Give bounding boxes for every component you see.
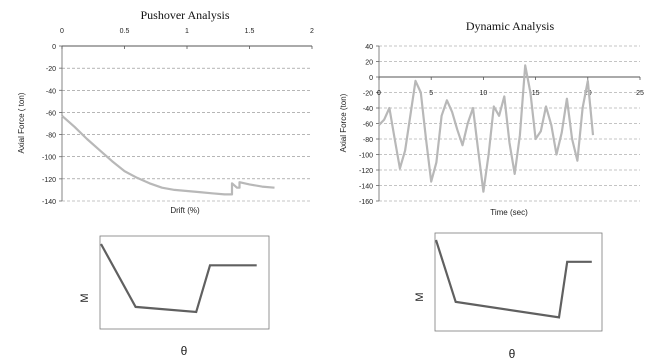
dynamic-grid (379, 45, 640, 202)
y-tick-label: 0 (52, 44, 56, 51)
dynamic-x-axis (378, 76, 641, 80)
x-tick-label: 25 (636, 90, 644, 97)
y-tick-label: 20 (365, 60, 373, 67)
pushover-x-tick-labels: 0 0.5 1 1.5 2 (60, 28, 314, 35)
x-tick-label: 20 (584, 90, 592, 97)
y-tick-label: -160 (359, 199, 373, 206)
y-tick-label: -60 (363, 122, 373, 129)
dynamic-x-tick-labels: 0 5 10 15 20 25 (377, 90, 644, 97)
y-tick-label: -20 (46, 66, 56, 73)
x-tick-label: 2 (310, 28, 314, 35)
pushover-title: Pushover Analysis (140, 8, 229, 22)
x-tick-label: 10 (480, 90, 488, 97)
x-tick-label: 15 (532, 90, 540, 97)
pushover-y-axis (59, 45, 63, 202)
left-diagram-curve (100, 243, 257, 314)
x-tick-label: 1.5 (245, 28, 255, 35)
y-tick-label: -40 (363, 106, 373, 113)
y-tick-label: -80 (46, 133, 56, 140)
pushover-y-tick-labels: 0 -20 -40 -60 -80 -100 -120 -140 (42, 44, 56, 206)
x-tick-label: 0 (60, 28, 64, 35)
pushover-y-axis-label: Axial Force ( ton) (17, 92, 26, 153)
left-diagram-y-label: M (79, 293, 91, 302)
y-tick-label: -140 (42, 199, 56, 206)
x-tick-label: 0.5 (120, 28, 130, 35)
y-tick-label: -140 (359, 184, 373, 191)
right-diagram-frame (434, 232, 603, 332)
y-tick-label: -100 (359, 153, 373, 160)
pushover-x-axis (61, 45, 313, 49)
pushover-x-axis-label: Drift (%) (170, 206, 200, 215)
dynamic-chart: Dynamic Analysis 0 5 10 15 20 25 40 20 0 -20 -40 -… (339, 19, 644, 217)
dynamic-y-axis-label: Axial Force (ton) (339, 93, 348, 152)
dynamic-y-axis (376, 45, 380, 202)
y-tick-label: -40 (46, 88, 56, 95)
y-tick-label: -100 (42, 155, 56, 162)
y-tick-label: -120 (42, 177, 56, 184)
pushover-series-line (61, 114, 275, 196)
x-tick-label: 5 (429, 90, 433, 97)
dynamic-x-axis-label: Time (sec) (490, 208, 528, 217)
right-moment-rotation-diagram: M θ (414, 232, 603, 360)
right-diagram-y-label: M (414, 292, 426, 301)
y-tick-label: -80 (363, 137, 373, 144)
y-tick-label: -120 (359, 168, 373, 175)
x-tick-label: 0 (377, 90, 381, 97)
dynamic-title: Dynamic Analysis (466, 19, 555, 33)
y-tick-label: 0 (369, 75, 373, 82)
pushover-grid (62, 45, 312, 202)
left-diagram-x-label: θ (181, 344, 188, 358)
left-diagram-frame (99, 235, 270, 330)
dynamic-y-tick-labels: 40 20 0 -20 -40 -60 -80 -100 -120 -140 -160 (359, 44, 373, 206)
y-tick-label: -60 (46, 110, 56, 117)
pushover-chart: Pushover Analysis 0 0.5 1 1.5 2 0 -20 -40 -60 -8… (17, 8, 314, 215)
right-diagram-x-label: θ (509, 347, 516, 360)
dynamic-series-line (378, 64, 595, 193)
y-tick-label: -20 (363, 91, 373, 98)
y-tick-label: 40 (365, 44, 373, 51)
left-moment-rotation-diagram: M θ (79, 235, 270, 358)
x-tick-label: 1 (185, 28, 189, 35)
right-diagram-curve (434, 239, 592, 319)
